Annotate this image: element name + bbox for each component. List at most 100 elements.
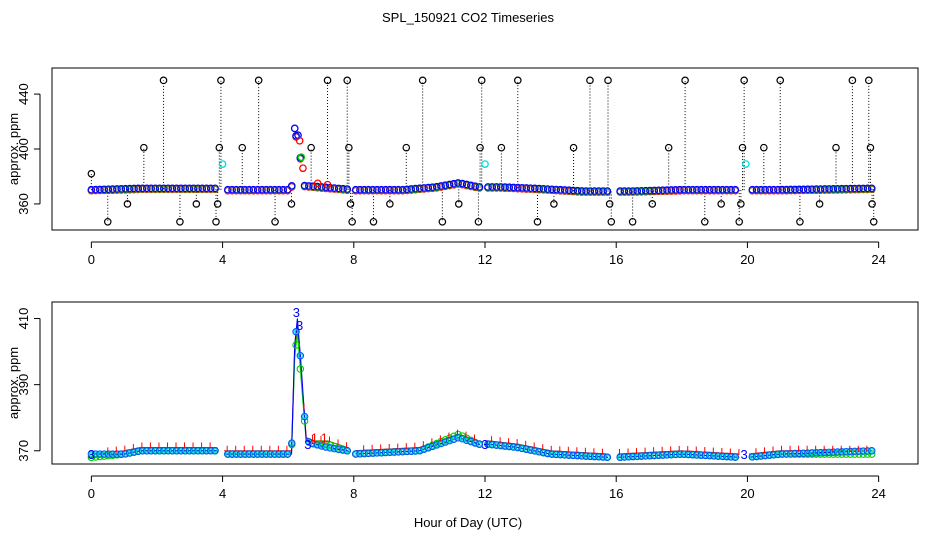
baseline-point [492, 183, 501, 191]
marker-blue [369, 449, 377, 457]
baseline-point [262, 185, 271, 194]
baseline-point [522, 184, 531, 192]
calibration-point [474, 217, 483, 226]
baseline-point [590, 187, 599, 195]
baseline-point [509, 183, 518, 192]
baseline-point [467, 181, 475, 190]
calibration-point [477, 76, 486, 85]
marker-blue [505, 442, 514, 451]
calibration-point [737, 200, 745, 208]
baseline-point [650, 186, 659, 195]
baseline-point [462, 180, 471, 189]
baseline-point [364, 185, 373, 194]
baseline-point [812, 185, 821, 193]
annotation-label: 3 [88, 447, 95, 462]
marker-blue [816, 448, 825, 457]
marker-blue [296, 351, 305, 360]
marker-blue [731, 453, 740, 461]
marker-blue [189, 447, 198, 455]
baseline-point [680, 185, 688, 194]
marker-blue [394, 448, 403, 456]
reference-point [741, 160, 750, 168]
annotation-label: 3 [296, 318, 303, 333]
marker-blue [838, 448, 846, 456]
marker-blue [164, 447, 172, 455]
calibration-point [87, 169, 96, 178]
bottom-x-tick-label: 20 [740, 486, 754, 501]
marker-blue [258, 450, 266, 458]
marker-blue [211, 447, 219, 455]
baseline-point [241, 185, 249, 194]
marker-blue [769, 450, 778, 459]
baseline-point [168, 184, 177, 193]
baseline-point [134, 184, 143, 193]
calibration-point [514, 76, 522, 85]
calibration-point [271, 217, 279, 226]
top-plot-frame [51, 67, 919, 231]
marker-blue [650, 451, 659, 460]
baseline-point [684, 185, 693, 194]
baseline-point [334, 184, 343, 193]
calibration-point [238, 143, 247, 152]
marker-cyan [285, 451, 291, 457]
baseline-point [496, 183, 505, 191]
baseline-point [599, 187, 607, 195]
marker-blue [543, 449, 552, 458]
baseline-point [471, 182, 479, 191]
marker-blue [245, 450, 253, 458]
baseline-point [339, 184, 347, 193]
marker-cyan [302, 414, 308, 420]
baseline-point [757, 185, 765, 194]
top-y-axis-label: approx. ppm [6, 113, 21, 185]
calibration-point [869, 217, 878, 226]
baseline-point [202, 184, 211, 193]
marker-blue [232, 450, 241, 458]
marker-blue [646, 451, 654, 460]
baseline-point [450, 179, 458, 188]
marker-cyan [472, 440, 478, 446]
top-x-axis: 0 4 8 12 16 20 24 [88, 241, 886, 267]
bottom-y-axis: 370 390 410 [16, 308, 41, 462]
calibration-point [717, 200, 725, 208]
marker-blue [253, 450, 262, 458]
baseline-point [300, 181, 309, 190]
marker-cyan [459, 436, 465, 442]
baseline-point [373, 185, 381, 194]
top-y-tick-label: 440 [16, 83, 31, 105]
marker-blue [104, 450, 113, 458]
calibration-point [323, 76, 332, 85]
baseline-point [270, 185, 279, 194]
baseline-point [577, 187, 586, 195]
calibration-point [386, 200, 394, 208]
annotation-label: 1 [311, 431, 318, 446]
baseline-point [258, 185, 266, 194]
baseline-point [629, 187, 637, 195]
baseline-point [637, 186, 646, 195]
marker-blue [356, 450, 364, 458]
baseline-point [727, 185, 735, 194]
baseline-point [313, 182, 322, 191]
marker-blue [96, 450, 104, 458]
baseline-point [160, 184, 168, 193]
baseline-point [693, 185, 701, 194]
calibration-point [454, 200, 463, 208]
baseline-point [821, 185, 829, 193]
marker-blue [633, 452, 641, 461]
calibration-point [815, 200, 824, 208]
calibration-point [438, 217, 447, 226]
marker-blue [322, 443, 330, 451]
baseline-point [377, 185, 386, 194]
calibration-point [497, 143, 506, 152]
marker-blue [484, 440, 492, 448]
marker-cyan [289, 440, 295, 446]
calibration-point [776, 76, 785, 85]
marker-blue [624, 453, 633, 461]
baseline-point [829, 185, 838, 193]
marker-blue [535, 448, 543, 456]
marker-blue [326, 444, 334, 452]
baseline-point [838, 184, 846, 193]
marker-blue [113, 450, 121, 458]
baseline-point [565, 186, 573, 195]
bottom-y-tick-label: 410 [16, 308, 31, 330]
